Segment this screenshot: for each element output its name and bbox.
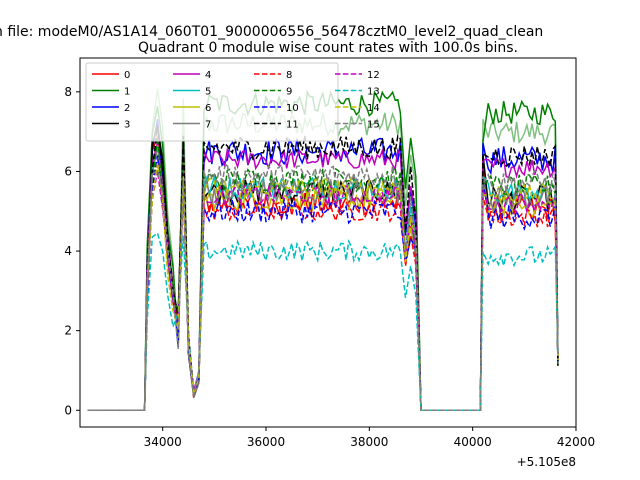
y-tick-label: 2 <box>64 324 72 338</box>
legend-label-3: 3 <box>124 120 130 131</box>
legend-label-13: 13 <box>367 87 380 98</box>
chart-suptitle: n file: modeM0/AS1A14_060T01_9000006556_… <box>0 24 543 40</box>
series-line-2 <box>87 119 559 412</box>
chart-title: Quadrant 0 module wise count rates with … <box>138 40 518 56</box>
legend-label-11: 11 <box>286 120 299 131</box>
series-line-11 <box>87 127 559 412</box>
series-line-12 <box>87 170 559 412</box>
y-tick-label: 0 <box>64 403 72 417</box>
series-line-10 <box>87 155 559 412</box>
legend-label-8: 8 <box>286 70 292 81</box>
plot-frame <box>79 57 577 428</box>
legend-label-5: 5 <box>205 87 211 98</box>
x-axis-offset-label: +5.105e8 <box>517 455 576 469</box>
x-tick-label: 34000 <box>144 435 182 449</box>
legend-label-6: 6 <box>205 103 211 114</box>
legend-label-10: 10 <box>286 103 299 114</box>
x-tick-label: 42000 <box>557 435 595 449</box>
legend-label-0: 0 <box>124 70 130 81</box>
y-tick-label: 8 <box>64 85 72 99</box>
x-tick-label: 40000 <box>454 435 492 449</box>
legend-label-2: 2 <box>124 103 130 114</box>
series-line-8 <box>87 164 559 412</box>
y-axis: 0 2 4 6 8 <box>64 85 80 417</box>
y-tick-label: 4 <box>64 244 72 258</box>
legend-label-9: 9 <box>286 87 292 98</box>
legend-label-12: 12 <box>367 70 380 81</box>
legend-label-7: 7 <box>205 120 211 131</box>
legend-box <box>85 62 339 142</box>
series-line-14 <box>87 162 559 412</box>
legend-label-15: 15 <box>367 120 380 131</box>
legend-label-1: 1 <box>124 87 130 98</box>
y-tick-label: 6 <box>64 164 72 178</box>
x-axis: 34000 36000 38000 40000 42000 <box>144 427 595 449</box>
x-tick-label: 38000 <box>350 435 388 449</box>
series-line-15 <box>87 161 559 412</box>
series-line-13 <box>87 231 559 412</box>
x-tick-label: 36000 <box>247 435 285 449</box>
legend-label-14: 14 <box>367 103 380 114</box>
legend-label-4: 4 <box>205 70 211 81</box>
